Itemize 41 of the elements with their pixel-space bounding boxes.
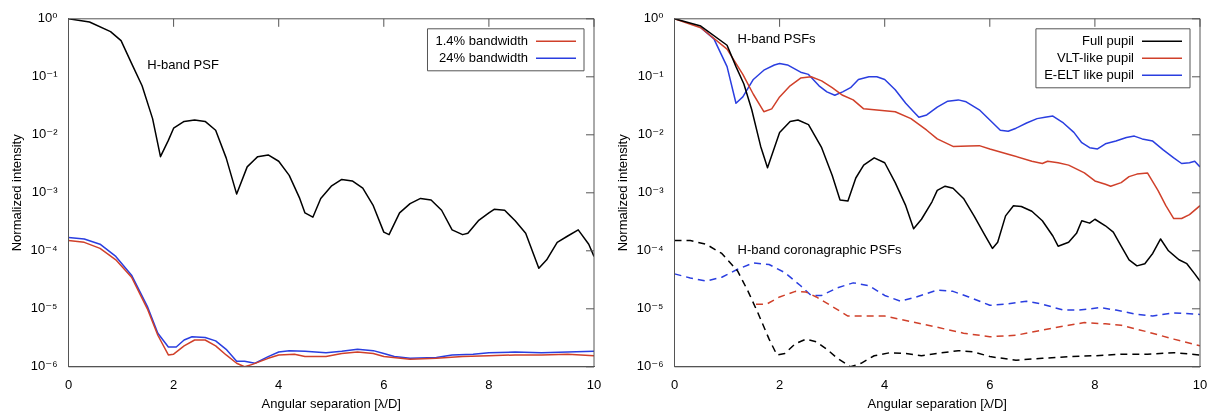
y-tick-label: 10⁰ [643,10,664,26]
x-tick-label: 6 [380,377,388,393]
legend-label: VLT-like pupil [1056,49,1135,65]
x-tick-label: 2 [169,377,178,393]
y-tick-label: 10⁻¹ [31,68,59,84]
y-axis-title: Normalized intensity [9,133,25,252]
y-tick-label: 10⁻⁴ [636,242,664,258]
y-tick-label: 10⁻⁵ [30,300,58,316]
legend-label: Full pupil [1081,32,1135,48]
y-tick-label: 10⁻⁶ [30,358,58,374]
line-series [755,290,1200,347]
x-tick-label: 10 [1192,377,1208,393]
y-tick-label: 10⁻² [31,126,59,142]
legend-label: E-ELT like pupil [1044,66,1135,82]
y-tick-label: 10⁻⁵ [636,300,664,316]
x-tick-label: 8 [485,377,493,393]
x-tick-label: 6 [986,377,994,393]
line-series [674,262,1200,317]
x-tick-label: 8 [1091,377,1099,393]
annotation: H-band coronagraphic PSFs [737,242,903,258]
x-tick-label: 4 [881,377,889,393]
line-series [674,239,1200,367]
legend-label: 1.4% bandwidth [435,32,528,48]
annotation: H-band PSFs [737,30,817,46]
y-tick-label: 10⁻² [637,126,665,142]
x-tick-label: 0 [670,377,679,393]
y-tick-label: 10⁰ [37,10,58,26]
y-axis-title: Normalized intensity [615,133,631,252]
y-tick-label: 10⁻⁶ [636,358,664,374]
annotation: H-band PSF [147,57,219,73]
y-tick-label: 10⁻³ [31,184,59,200]
legend-label: 24% bandwidth [439,49,528,65]
y-tick-label: 10⁻³ [637,184,665,200]
x-tick-label: 0 [64,377,73,393]
y-tick-label: 10⁻⁴ [30,242,58,258]
x-tick-label: 4 [275,377,283,393]
x-axis-title: Angular separation [λ/D] [261,395,401,411]
x-tick-label: 10 [586,377,602,393]
y-tick-label: 10⁻¹ [637,68,665,84]
x-tick-label: 2 [775,377,784,393]
x-axis-title: Angular separation [λ/D] [867,395,1007,411]
